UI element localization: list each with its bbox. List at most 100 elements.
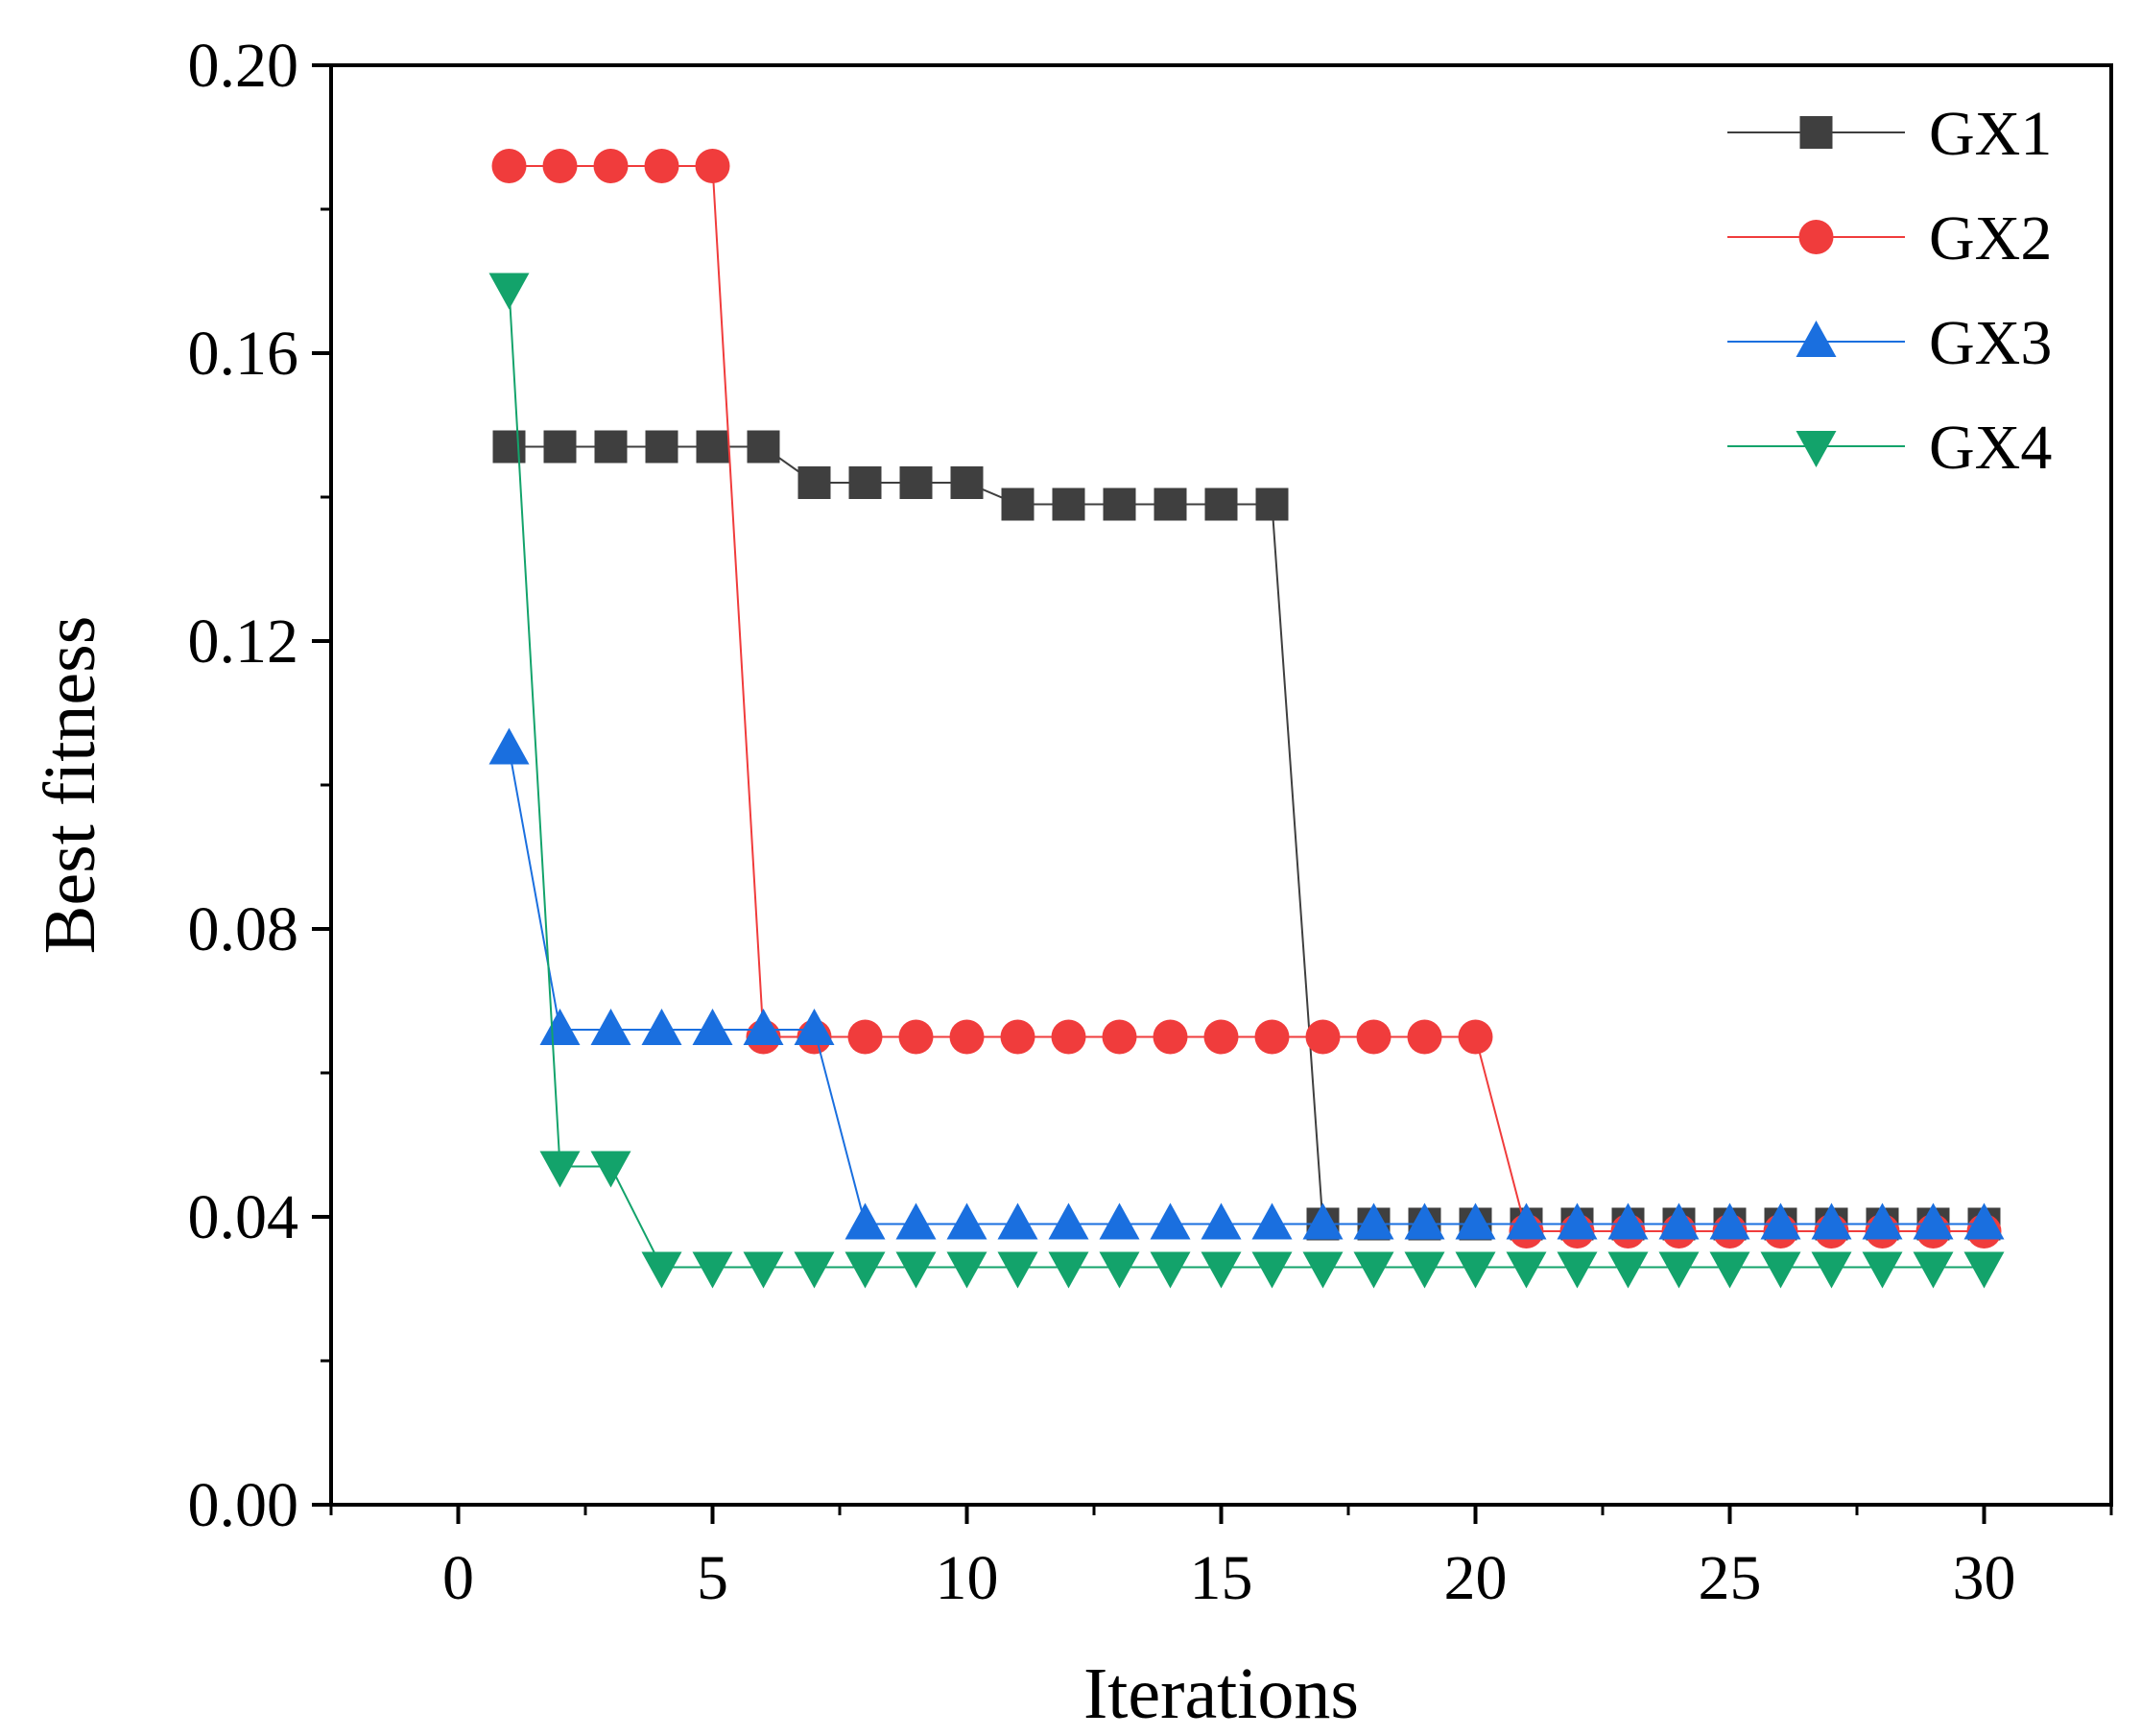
data-point-gx4 bbox=[946, 1251, 987, 1289]
y-tick-label: 0.08 bbox=[188, 894, 299, 964]
data-point-gx2 bbox=[898, 1019, 934, 1055]
data-point-gx3 bbox=[1404, 1202, 1445, 1240]
data-point-gx1 bbox=[594, 430, 628, 464]
x-tick-label: 25 bbox=[1699, 1543, 1762, 1613]
series-line-gx1 bbox=[509, 445, 1985, 1225]
data-point-gx4 bbox=[997, 1251, 1038, 1289]
data-point-gx3 bbox=[1455, 1202, 1496, 1240]
y-axis-title: Best fitness bbox=[30, 616, 110, 955]
data-point-gx3 bbox=[1811, 1202, 1852, 1240]
data-point-gx4 bbox=[1404, 1251, 1445, 1289]
data-point-gx2 bbox=[1000, 1019, 1035, 1055]
legend-marker bbox=[1798, 220, 1834, 254]
data-point-gx3 bbox=[1201, 1202, 1242, 1240]
data-point-gx2 bbox=[1102, 1019, 1137, 1055]
data-point-gx4 bbox=[794, 1251, 835, 1289]
legend-label: GX4 bbox=[1929, 413, 2052, 483]
data-point-gx2 bbox=[1407, 1019, 1442, 1055]
y-tick-label: 0.16 bbox=[188, 319, 299, 389]
data-point-gx2 bbox=[1305, 1019, 1341, 1055]
data-point-gx3 bbox=[997, 1202, 1038, 1240]
data-point-gx4 bbox=[1251, 1251, 1293, 1289]
data-point-gx2 bbox=[695, 149, 730, 183]
data-point-gx3 bbox=[1658, 1202, 1700, 1240]
data-point-gx4 bbox=[1760, 1251, 1801, 1289]
y-tick-label: 0.04 bbox=[188, 1182, 299, 1252]
data-point-gx3 bbox=[946, 1202, 987, 1240]
series-layer bbox=[488, 149, 2005, 1289]
data-point-gx4 bbox=[1658, 1251, 1700, 1289]
legend-item-gx1: GX1 bbox=[1727, 99, 2052, 169]
data-point-gx1 bbox=[950, 466, 984, 499]
data-point-gx2 bbox=[1153, 1019, 1188, 1055]
data-point-gx4 bbox=[743, 1251, 784, 1289]
data-point-gx3 bbox=[1048, 1202, 1089, 1240]
data-point-gx4 bbox=[692, 1251, 733, 1289]
data-point-gx4 bbox=[1353, 1251, 1394, 1289]
data-point-gx4 bbox=[488, 273, 530, 310]
data-point-gx2 bbox=[644, 149, 679, 183]
series-gx3 bbox=[488, 727, 2005, 1240]
data-point-gx4 bbox=[1455, 1251, 1496, 1289]
data-point-gx1 bbox=[543, 430, 577, 464]
data-point-gx4 bbox=[895, 1251, 937, 1289]
data-point-gx1 bbox=[1154, 488, 1187, 521]
data-point-gx1 bbox=[797, 466, 831, 499]
data-point-gx3 bbox=[1302, 1202, 1344, 1240]
x-tick-label: 30 bbox=[1953, 1543, 2016, 1613]
x-tick-label: 10 bbox=[936, 1543, 999, 1613]
y-tick-label: 0.12 bbox=[188, 606, 299, 677]
data-point-gx3 bbox=[1913, 1202, 1954, 1240]
x-tick-label: 15 bbox=[1190, 1543, 1253, 1613]
data-point-gx2 bbox=[1356, 1019, 1392, 1055]
series-gx4 bbox=[488, 273, 2005, 1289]
data-point-gx3 bbox=[641, 1009, 682, 1045]
data-point-gx4 bbox=[1048, 1251, 1089, 1289]
data-point-gx4 bbox=[1557, 1251, 1598, 1289]
data-point-gx3 bbox=[692, 1009, 733, 1045]
series-gx2 bbox=[491, 149, 2002, 1248]
data-point-gx4 bbox=[845, 1251, 886, 1289]
data-point-gx3 bbox=[1963, 1202, 2005, 1240]
legend-marker bbox=[1796, 321, 1837, 357]
data-point-gx1 bbox=[1204, 488, 1238, 521]
series-line-gx2 bbox=[509, 165, 1985, 1232]
data-point-gx3 bbox=[1607, 1202, 1649, 1240]
data-point-gx3 bbox=[743, 1009, 784, 1045]
legend-label: GX1 bbox=[1929, 99, 2052, 169]
data-point-gx2 bbox=[847, 1019, 883, 1055]
data-point-gx1 bbox=[696, 430, 729, 464]
data-point-gx3 bbox=[539, 1009, 581, 1045]
x-tick-label: 0 bbox=[442, 1543, 474, 1613]
x-tick-label: 20 bbox=[1444, 1543, 1508, 1613]
data-point-gx3 bbox=[1557, 1202, 1598, 1240]
data-point-gx1 bbox=[492, 430, 526, 464]
data-point-gx4 bbox=[1607, 1251, 1649, 1289]
data-point-gx3 bbox=[794, 1009, 835, 1045]
data-point-gx2 bbox=[593, 149, 629, 183]
data-point-gx4 bbox=[1099, 1251, 1140, 1289]
data-point-gx3 bbox=[1251, 1202, 1293, 1240]
legend-marker bbox=[1796, 431, 1837, 467]
data-point-gx3 bbox=[895, 1202, 937, 1240]
data-point-gx3 bbox=[1099, 1202, 1140, 1240]
data-point-gx4 bbox=[1963, 1251, 2005, 1289]
series-gx1 bbox=[492, 430, 2001, 1241]
data-point-gx4 bbox=[1811, 1251, 1852, 1289]
data-point-gx3 bbox=[1760, 1202, 1801, 1240]
data-point-gx4 bbox=[1150, 1251, 1191, 1289]
data-point-gx2 bbox=[1051, 1019, 1086, 1055]
data-point-gx4 bbox=[1302, 1251, 1344, 1289]
data-point-gx4 bbox=[1201, 1251, 1242, 1289]
data-point-gx3 bbox=[1353, 1202, 1394, 1240]
data-point-gx1 bbox=[1255, 488, 1289, 521]
data-point-gx3 bbox=[845, 1202, 886, 1240]
tick-layer: 0 5 10 15 20 25 30 0.00 0.04 0.08 0.12 0.16 0.20 bbox=[188, 31, 2113, 1613]
data-point-gx1 bbox=[899, 466, 933, 499]
legend-item-gx3: GX3 bbox=[1727, 308, 2052, 378]
data-point-gx1 bbox=[1001, 488, 1035, 521]
data-point-gx3 bbox=[590, 1009, 631, 1045]
y-tick-label: 0.00 bbox=[188, 1470, 299, 1540]
